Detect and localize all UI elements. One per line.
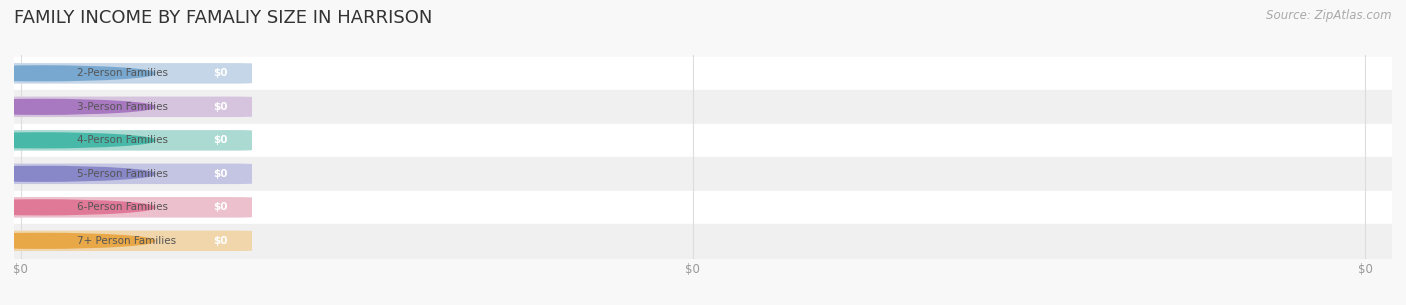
Text: 4-Person Families: 4-Person Families (77, 135, 169, 145)
FancyBboxPatch shape (3, 163, 252, 184)
Ellipse shape (0, 99, 155, 114)
Bar (14, 224, 1392, 258)
Text: 5-Person Families: 5-Person Families (77, 169, 169, 179)
Bar (14, 157, 1392, 191)
Text: $0: $0 (214, 102, 228, 112)
Ellipse shape (0, 133, 155, 148)
FancyBboxPatch shape (3, 63, 252, 84)
FancyBboxPatch shape (3, 231, 252, 251)
Text: $0: $0 (214, 236, 228, 246)
Text: 3-Person Families: 3-Person Families (77, 102, 169, 112)
Ellipse shape (0, 167, 155, 181)
FancyBboxPatch shape (3, 231, 252, 251)
Bar (14, 56, 1392, 90)
FancyBboxPatch shape (3, 197, 252, 217)
Ellipse shape (0, 200, 155, 215)
Text: $0: $0 (214, 68, 228, 78)
Text: FAMILY INCOME BY FAMALIY SIZE IN HARRISON: FAMILY INCOME BY FAMALIY SIZE IN HARRISO… (14, 9, 433, 27)
Text: 2-Person Families: 2-Person Families (77, 68, 169, 78)
Bar (14, 90, 1392, 124)
Ellipse shape (0, 66, 155, 81)
FancyBboxPatch shape (3, 130, 252, 151)
Text: 7+ Person Families: 7+ Person Families (77, 236, 176, 246)
Text: $0: $0 (214, 169, 228, 179)
Text: Source: ZipAtlas.com: Source: ZipAtlas.com (1267, 9, 1392, 22)
FancyBboxPatch shape (3, 63, 252, 84)
Text: 6-Person Families: 6-Person Families (77, 202, 169, 212)
FancyBboxPatch shape (3, 97, 252, 117)
Ellipse shape (0, 233, 155, 248)
FancyBboxPatch shape (3, 130, 252, 151)
FancyBboxPatch shape (3, 197, 252, 217)
FancyBboxPatch shape (3, 163, 252, 184)
FancyBboxPatch shape (3, 97, 252, 117)
Bar (14, 124, 1392, 157)
Text: $0: $0 (214, 202, 228, 212)
Text: $0: $0 (214, 135, 228, 145)
Bar (14, 191, 1392, 224)
